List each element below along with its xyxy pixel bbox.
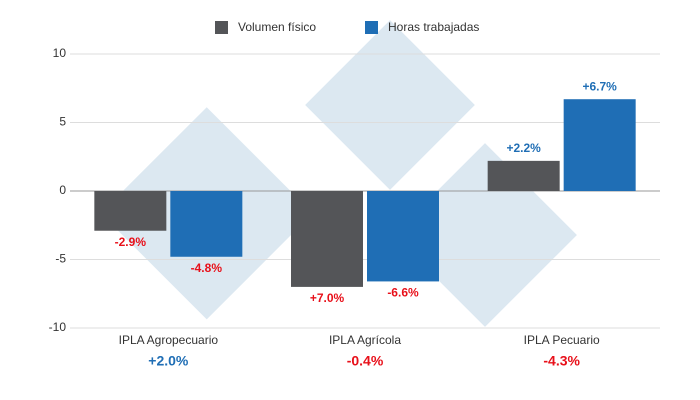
y-tick-label: 10	[53, 46, 67, 60]
y-tick-label: -5	[55, 252, 66, 266]
category-summary: +2.0%	[148, 353, 189, 369]
value-label: +6.7%	[582, 79, 617, 93]
bar	[487, 160, 560, 191]
value-label: -4.8%	[191, 261, 223, 275]
value-label: -6.6%	[387, 286, 419, 300]
x-tick-label: IPLA Agropecuario	[119, 333, 219, 347]
category-summary: -0.4%	[347, 353, 384, 369]
value-label: -2.9%	[115, 235, 147, 249]
bar	[563, 99, 636, 191]
x-tick-label: IPLA Pecuario	[524, 333, 600, 347]
legend-swatch	[365, 21, 378, 34]
category-summary: -4.3%	[543, 353, 580, 369]
legend-label: Horas trabajadas	[388, 20, 479, 34]
bar	[367, 191, 439, 282]
bar	[94, 191, 167, 231]
y-tick-label: 0	[59, 183, 66, 197]
legend-swatch	[215, 21, 228, 34]
legend-label: Volumen físico	[238, 20, 316, 34]
value-label: +2.2%	[506, 141, 541, 155]
value-label: +7.0%	[310, 291, 345, 305]
y-tick-label: -10	[49, 320, 67, 334]
bar	[291, 191, 363, 287]
x-tick-label: IPLA Agrícola	[329, 333, 401, 347]
y-tick-label: 5	[59, 115, 66, 129]
bar	[170, 191, 243, 257]
